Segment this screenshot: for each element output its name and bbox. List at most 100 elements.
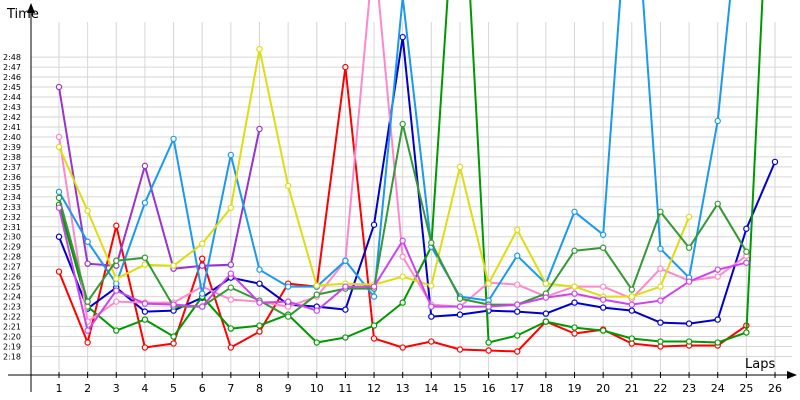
data-point — [743, 259, 750, 266]
data-point — [428, 282, 435, 289]
data-point — [227, 151, 235, 159]
y-tick-label: 2:39 — [3, 143, 21, 152]
data-point — [657, 208, 664, 215]
data-point — [141, 308, 149, 315]
data-point — [685, 278, 693, 285]
x-tick-label: 22 — [653, 382, 667, 395]
data-point — [256, 266, 263, 273]
y-tick-label: 2:40 — [3, 133, 21, 142]
x-tick-label: 16 — [482, 382, 496, 395]
data-point — [685, 244, 693, 251]
data-point — [55, 143, 63, 151]
data-point — [714, 273, 721, 280]
data-point — [571, 330, 578, 337]
data-point — [599, 304, 607, 311]
x-tick-label: 21 — [625, 382, 639, 395]
data-point — [685, 213, 693, 220]
y-tick-label: 2:20 — [3, 333, 21, 342]
y-tick-label: 2:34 — [3, 193, 21, 202]
data-point — [342, 306, 349, 313]
data-point — [256, 328, 263, 335]
x-tick-label: 10 — [310, 382, 324, 395]
series-line — [58, 86, 261, 270]
data-point — [514, 226, 521, 233]
data-point — [55, 268, 63, 275]
data-point — [170, 340, 177, 347]
data-point — [456, 295, 464, 302]
y-tick-label: 2:31 — [3, 223, 21, 232]
data-point — [628, 335, 636, 342]
data-point — [399, 237, 406, 244]
data-point — [771, 158, 779, 166]
data-point — [599, 327, 607, 334]
x-tick-label: 18 — [539, 382, 553, 395]
data-point — [170, 135, 177, 143]
y-tick-label: 2:25 — [3, 283, 21, 292]
x-tick-label: 5 — [170, 382, 177, 395]
data-point — [84, 260, 91, 267]
data-point — [456, 303, 464, 310]
x-tick-label: 19 — [568, 382, 582, 395]
data-point — [55, 133, 63, 141]
data-point — [198, 255, 206, 262]
data-point — [141, 300, 149, 307]
data-point — [284, 182, 292, 190]
x-tick-label: 3 — [113, 382, 120, 395]
data-point — [256, 322, 263, 329]
data-point — [514, 252, 521, 259]
y-tick-label: 2:42 — [3, 113, 21, 122]
series-9 — [55, 204, 750, 334]
y-tick-label: 2:43 — [3, 103, 21, 112]
x-tick-label: 1 — [56, 382, 63, 395]
data-point — [113, 222, 120, 229]
data-point — [342, 283, 349, 290]
x-axis-arrow — [787, 371, 797, 379]
data-point — [227, 344, 235, 351]
x-tick-label: 6 — [199, 382, 206, 395]
y-tick-labels: 2:182:192:202:212:222:232:242:252:262:27… — [3, 53, 21, 361]
data-point — [685, 338, 693, 345]
data-point — [428, 313, 435, 320]
data-point — [514, 301, 521, 308]
data-point — [313, 339, 320, 346]
data-point — [55, 188, 63, 196]
data-point — [113, 287, 120, 294]
data-point — [370, 283, 378, 290]
data-point — [542, 280, 550, 287]
data-point — [342, 334, 349, 341]
y-tick-label: 2:19 — [3, 343, 21, 352]
data-point — [599, 231, 607, 238]
data-point — [198, 240, 206, 247]
x-tick-label: 14 — [424, 382, 438, 395]
y-tick-label: 2:30 — [3, 233, 21, 242]
data-point — [714, 316, 721, 323]
data-point — [657, 245, 664, 252]
data-point — [657, 297, 664, 304]
data-point — [170, 262, 177, 269]
series-line — [58, 36, 776, 325]
y-tick-label: 2:22 — [3, 313, 21, 322]
data-point — [743, 225, 750, 232]
y-tick-label: 2:32 — [3, 213, 21, 222]
data-point — [170, 333, 177, 340]
data-point — [743, 329, 750, 336]
x-axis-title: Laps — [745, 357, 775, 372]
data-point — [342, 63, 349, 71]
data-point — [55, 194, 63, 202]
x-tick-label: 12 — [367, 382, 381, 395]
data-point — [571, 290, 578, 297]
y-tick-label: 2:48 — [3, 53, 21, 62]
data-point — [399, 273, 406, 280]
data-point — [370, 322, 378, 329]
data-point — [456, 163, 464, 171]
data-point — [657, 265, 664, 272]
data-point — [256, 299, 263, 306]
data-point — [714, 266, 721, 273]
data-point — [399, 344, 406, 351]
data-point — [370, 293, 378, 300]
data-point — [628, 293, 636, 300]
series-group — [55, 0, 779, 355]
data-point — [141, 254, 149, 261]
y-tick-label: 2:28 — [3, 253, 21, 262]
data-point — [141, 261, 149, 268]
